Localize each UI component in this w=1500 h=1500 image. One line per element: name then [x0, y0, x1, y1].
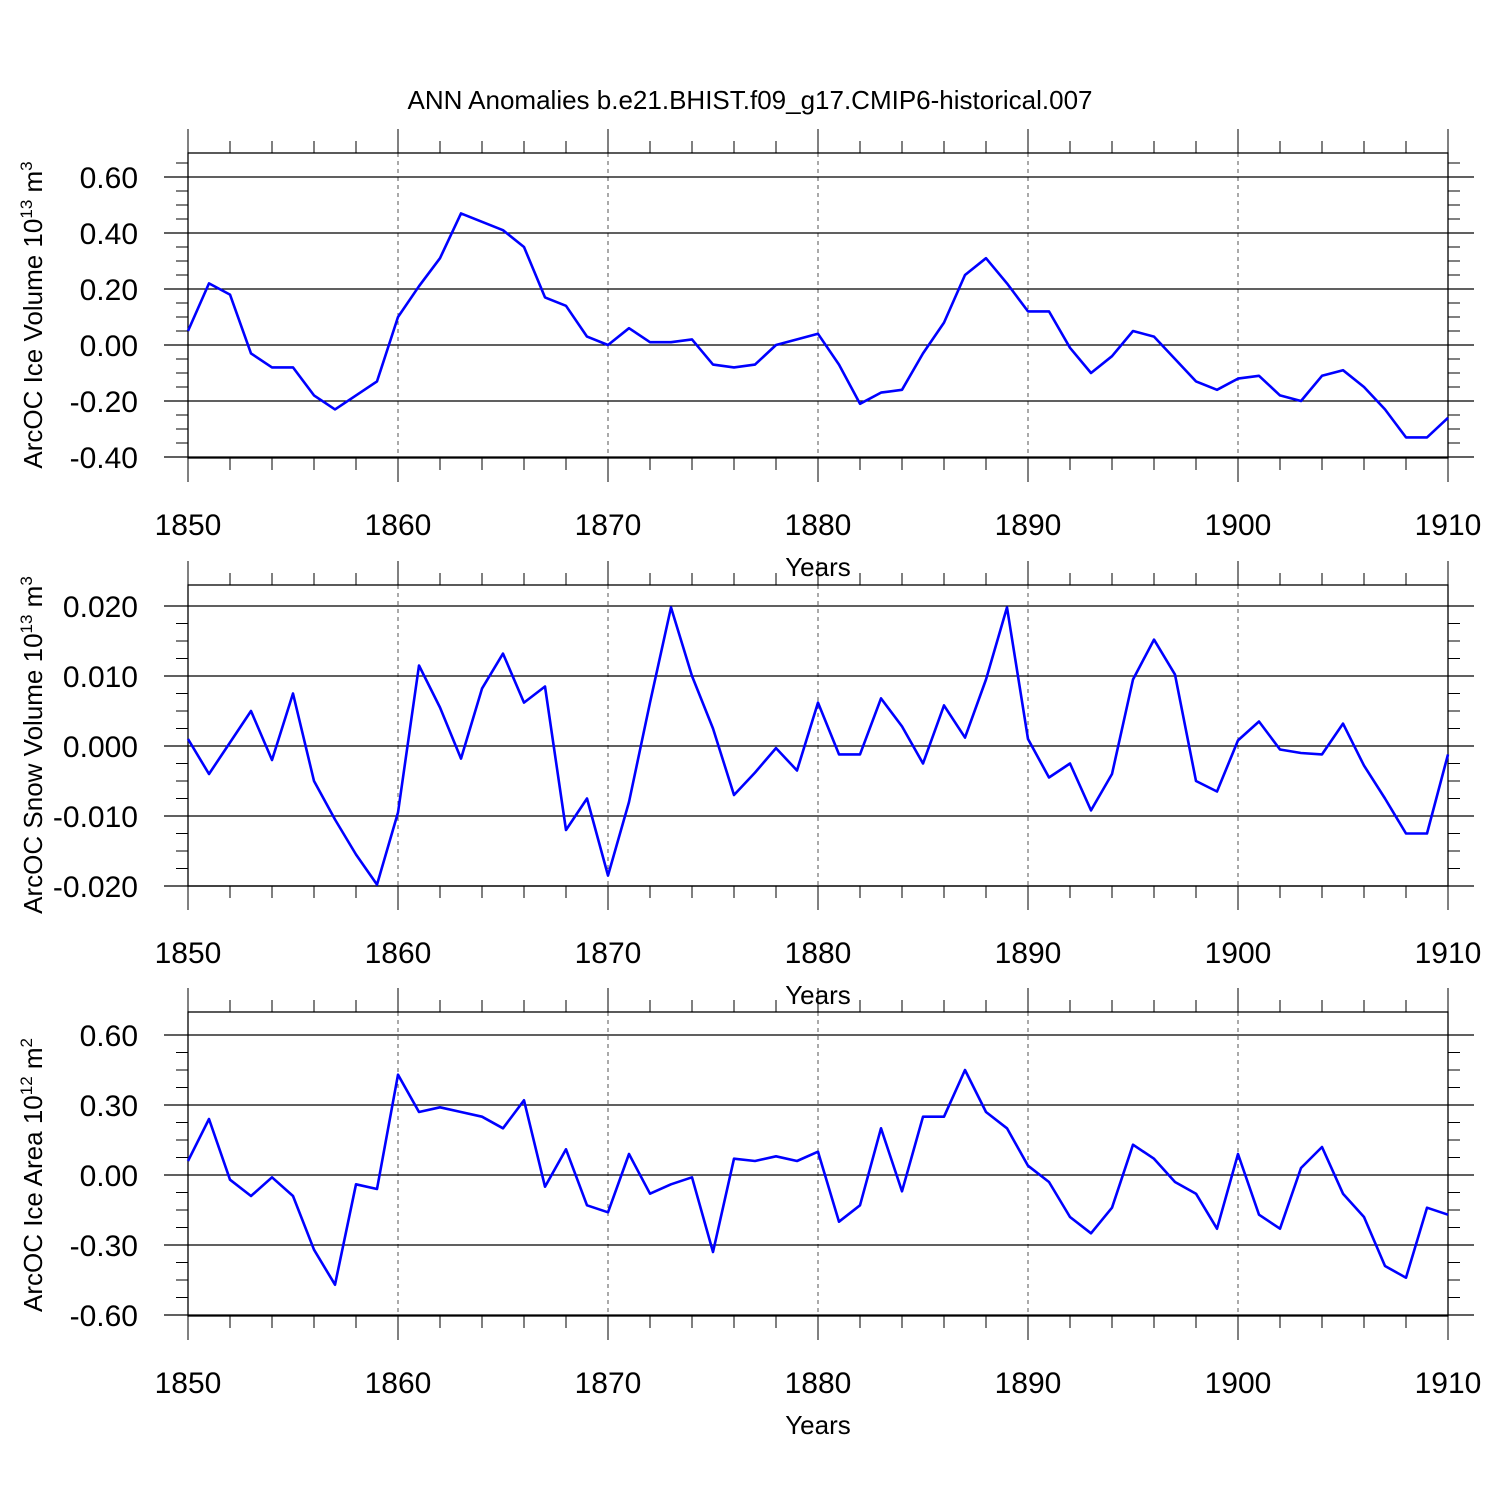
- x-axis-label: Years: [785, 1410, 851, 1440]
- snow-volume-panel: 0.020 0.010 0.000 -0.010 -0.020 1850 1860 1870 1…: [17, 561, 1481, 1010]
- x-tick-label: 1880: [785, 1367, 852, 1400]
- x-tick-label: 1850: [155, 1367, 222, 1400]
- series-line: [186, 606, 1450, 886]
- series-line: [186, 212, 1449, 439]
- x-tick-label: 1910: [1415, 937, 1482, 970]
- y-tick-label: 0.000: [63, 731, 138, 764]
- ice-area-panel: 0.60 0.30 0.00 -0.30 -0.60 1850 1860 1870 1880 18…: [17, 988, 1481, 1440]
- x-tick-label: 1910: [1415, 1367, 1482, 1400]
- y-tick-label: 0.00: [80, 1160, 138, 1193]
- x-tick-label: 1880: [785, 937, 852, 970]
- y-tick-label: 0.20: [80, 274, 138, 307]
- y-axis-label: ArcOC Ice Volume 1013 m3: [17, 161, 48, 468]
- x-tick-label: 1900: [1205, 937, 1272, 970]
- ice-volume-panel: 0.60 0.40 0.20 0.00 -0.20 -0.40 1850 1860 1870 18…: [17, 129, 1481, 582]
- x-tick-label: 1870: [575, 1367, 642, 1400]
- y-tick-label: -0.020: [53, 871, 138, 904]
- x-tick-label: 1860: [365, 509, 432, 542]
- x-tick-label: 1910: [1415, 509, 1482, 542]
- y-tick-label: -0.30: [70, 1230, 138, 1263]
- y-tick-label: 0.010: [63, 661, 138, 694]
- x-tick-label: 1850: [155, 937, 222, 970]
- x-tick-label: 1850: [155, 509, 222, 542]
- x-tick-label: 1890: [995, 1367, 1062, 1400]
- y-tick-label: -0.60: [70, 1300, 138, 1333]
- y-tick-label: 0.60: [80, 1020, 138, 1053]
- x-tick-label: 1860: [365, 1367, 432, 1400]
- y-tick-label: -0.20: [70, 386, 138, 419]
- y-axis-label: ArcOC Snow Volume 1013 m3: [17, 576, 48, 914]
- chart-title: ANN Anomalies b.e21.BHIST.f09_g17.CMIP6-…: [407, 85, 1092, 115]
- x-tick-label: 1900: [1205, 1367, 1272, 1400]
- x-tick-label: 1890: [995, 509, 1062, 542]
- x-tick-label: 1870: [575, 937, 642, 970]
- plot-frame: [187, 584, 1449, 887]
- y-tick-label: 0.30: [80, 1090, 138, 1123]
- x-tick-label: 1870: [575, 509, 642, 542]
- series-line: [186, 1068, 1449, 1286]
- y-tick-label: 0.40: [80, 218, 138, 251]
- y-tick-label: -0.40: [70, 442, 138, 475]
- y-tick-label: 0.60: [80, 162, 138, 195]
- y-tick-label: -0.010: [53, 801, 138, 834]
- x-tick-label: 1900: [1205, 509, 1272, 542]
- y-tick-label: 0.00: [80, 330, 138, 363]
- x-tick-label: 1880: [785, 509, 852, 542]
- x-tick-label: 1890: [995, 937, 1062, 970]
- x-tick-label: 1860: [365, 937, 432, 970]
- y-axis-label: ArcOC Ice Area 1012 m2: [17, 1038, 48, 1312]
- y-tick-label: 0.020: [63, 591, 138, 624]
